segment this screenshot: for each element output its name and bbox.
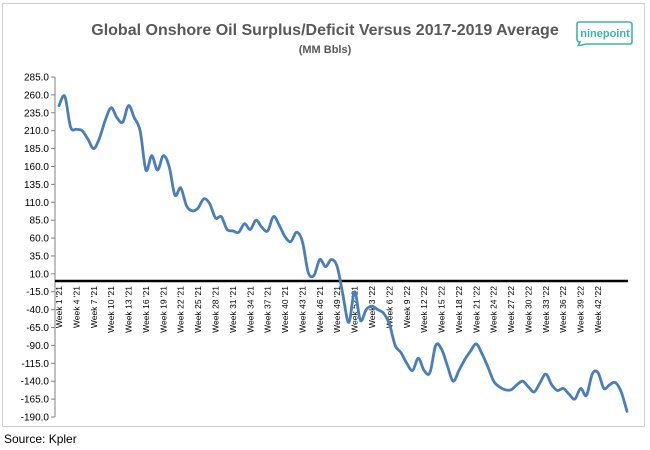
x-tick-label: Week 25 '21 [193, 286, 203, 333]
y-axis: 285.0 260.0 235.0 210.0 185.0 160.0 135.0 110.0… [21, 73, 56, 424]
y-tick-label: 210.0 [24, 126, 49, 137]
x-axis: Week 1 '21 Week 4 '21 Week 7 '21 Week 10 '2… [54, 279, 628, 333]
x-tick-label: Week 46 '21 [315, 286, 325, 333]
y-tick-label: -165.0 [21, 395, 50, 406]
x-tick-label: Week 22 '21 [176, 286, 186, 333]
y-tick-label: -115.0 [21, 359, 49, 370]
x-tick-label: Week 37 '21 [263, 286, 273, 333]
x-tick-label: Week 28 '21 [211, 286, 221, 333]
y-tick-label: 135.0 [24, 180, 49, 191]
x-tick-label: Week 9 '22 [402, 286, 412, 328]
x-tick-label: Week 12 '22 [419, 286, 429, 333]
x-tick-label: Week 39 '22 [576, 286, 586, 333]
x-tick-label: Week 43 '21 [297, 286, 307, 333]
x-tick-label: Week 30 '22 [524, 286, 534, 333]
y-tick-label: 60.0 [30, 234, 50, 245]
y-tick-label: -140.0 [21, 377, 50, 388]
x-tick-label: Week 33 '22 [541, 286, 551, 333]
x-tick-label: Week 49 '21 [332, 286, 342, 333]
x-tick-label: Week 4 '21 [71, 286, 81, 328]
y-tick-label: 285.0 [24, 73, 49, 84]
y-tick-label: -15.0 [26, 287, 49, 298]
x-tick-label: Week 31 '21 [228, 286, 238, 333]
x-tick-label: Week 6 '22 [384, 286, 394, 328]
source-note: Source: Kpler [4, 432, 77, 446]
y-tick-label: -65.0 [26, 323, 49, 334]
x-tick-label: Week 42 '22 [593, 286, 603, 333]
y-tick-label: -190.0 [21, 413, 50, 424]
y-tick-label: 160.0 [24, 162, 49, 173]
x-tick-label: Week 21 '22 [471, 286, 481, 333]
y-tick-label: 235.0 [24, 108, 49, 119]
x-tick-label: Week 13 '21 [124, 286, 134, 333]
chart-subtitle: (MM Bbls) [298, 44, 352, 56]
x-tick-label: Week 36 '22 [558, 286, 568, 333]
x-tick-label: Week 16 '21 [141, 286, 151, 333]
series-line [57, 94, 629, 413]
x-tick-label: Week 52 '21 [350, 286, 360, 333]
x-tick-label: Week 27 '22 [506, 286, 516, 333]
x-tick-label: Week 7 '21 [89, 286, 99, 328]
y-tick-label: 35.0 [30, 251, 50, 262]
y-tick-label: -90.0 [26, 341, 49, 352]
x-tick-label: Week 19 '21 [158, 286, 168, 333]
ninepoint-logo: ninepoint [576, 21, 633, 46]
y-tick-label: 260.0 [24, 90, 49, 101]
x-tick-label: Week 24 '22 [489, 286, 499, 333]
x-tick-label: Week 15 '22 [437, 286, 447, 333]
chart-frame [2, 3, 645, 427]
logo-text: ninepoint [580, 28, 630, 40]
y-tick-label: 185.0 [24, 144, 49, 155]
y-tick-label: 85.0 [30, 216, 50, 227]
chart-title: Global Onshore Oil Surplus/Deficit Versu… [91, 22, 559, 39]
x-tick-label: Week 18 '22 [454, 286, 464, 333]
x-tick-label: Week 40 '21 [280, 286, 290, 333]
y-tick-label: 10.0 [30, 269, 50, 280]
y-tick-label: -40.0 [26, 305, 49, 316]
x-tick-label: Week 1 '21 [54, 286, 64, 328]
y-tick-label: 110.0 [25, 198, 50, 209]
x-tick-label: Week 10 '21 [106, 286, 116, 333]
series-layer [57, 94, 629, 413]
x-tick-label: Week 34 '21 [245, 286, 255, 333]
line-chart: 285.0 260.0 235.0 210.0 185.0 160.0 135.0 110.0… [21, 73, 629, 424]
